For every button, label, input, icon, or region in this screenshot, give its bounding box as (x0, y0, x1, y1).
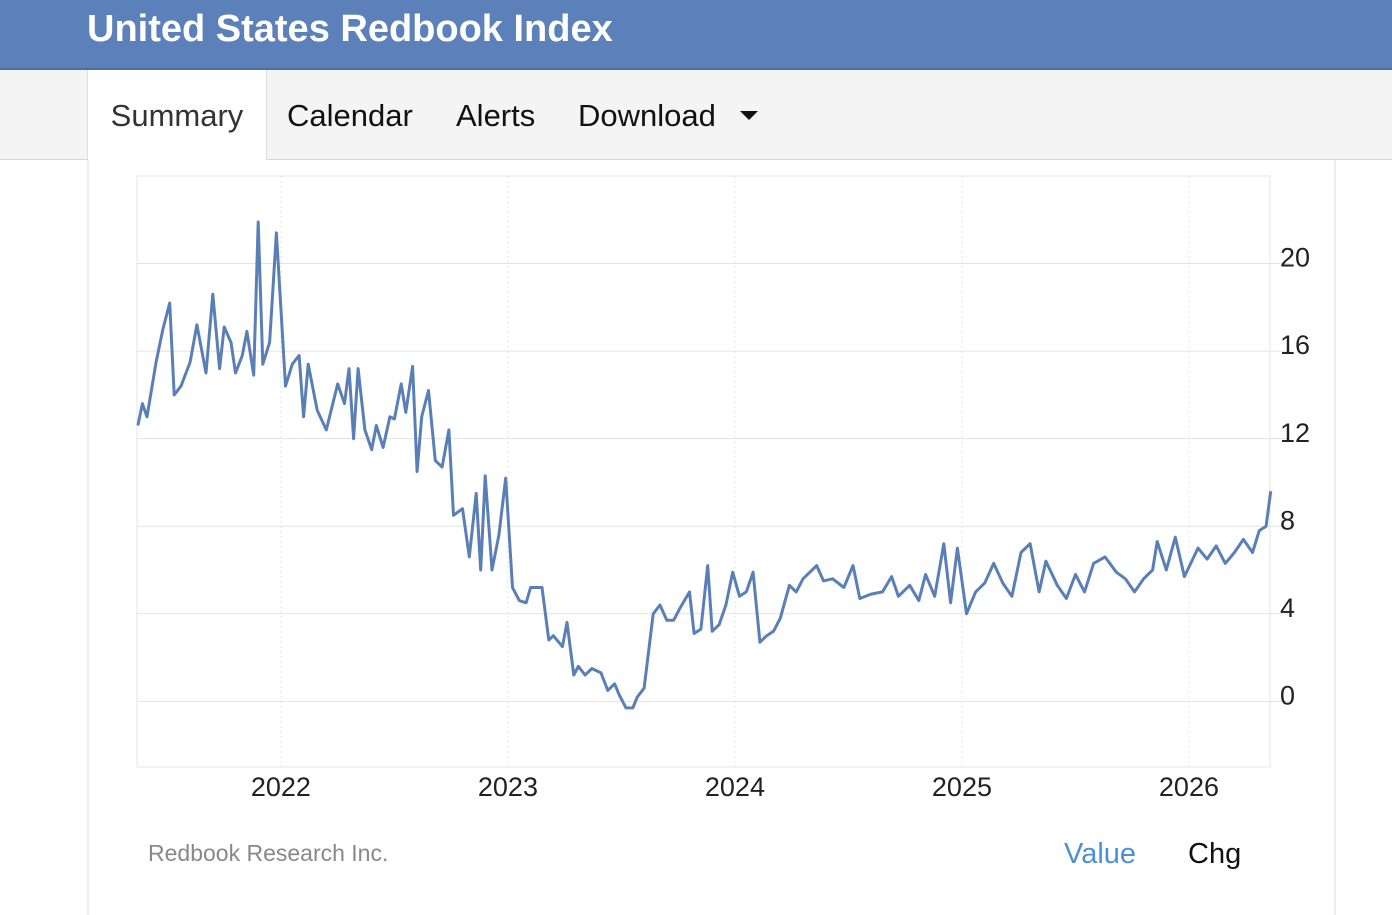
y-tick-label: 4 (1280, 593, 1295, 623)
tab[interactable]: Alerts (456, 98, 536, 133)
data-line (136, 220, 1273, 710)
y-tick-label: 8 (1280, 505, 1295, 535)
source-note: Redbook Research Inc. (148, 840, 389, 866)
y-tick-label: 12 (1280, 418, 1310, 448)
tab[interactable]: Summary (87, 70, 267, 160)
x-tick-label: 2025 (932, 772, 992, 802)
y-tick-label: 20 (1280, 243, 1310, 273)
y-tick-label: 0 (1280, 680, 1295, 710)
tab[interactable]: Download (578, 98, 716, 133)
header: United States Redbook Index (0, 0, 1392, 70)
x-tick-label: 2026 (1159, 772, 1219, 802)
x-tick-label: 2024 (705, 772, 765, 802)
page-title: United States Redbook Index (87, 8, 613, 50)
y-tick-label: 16 (1280, 330, 1310, 360)
x-tick-label: 2023 (478, 772, 538, 802)
tab-bar: Summary Calendar Alerts Download (0, 70, 1392, 160)
toggle[interactable]: Chg (1188, 838, 1242, 870)
plot-frame (136, 175, 1271, 768)
toggle[interactable]: Value (1064, 838, 1137, 870)
dropdown-caret (740, 111, 758, 120)
x-tick-label: 2022 (251, 772, 311, 802)
tab[interactable]: Calendar (287, 98, 413, 133)
